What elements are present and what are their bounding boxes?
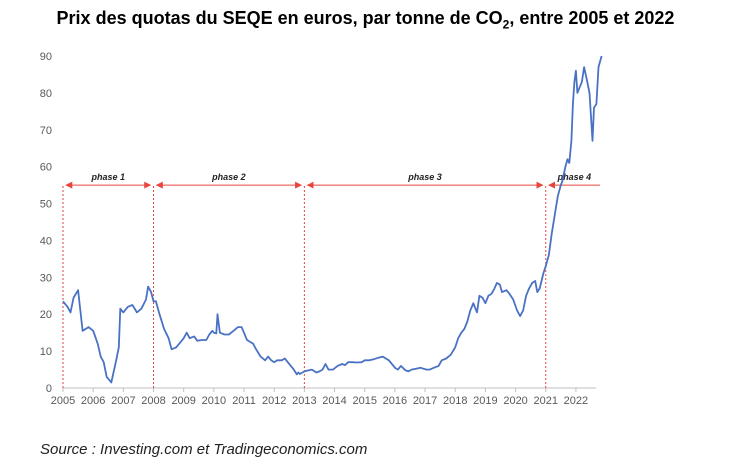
- y-tick-label: 0: [46, 383, 52, 395]
- x-tick-label: 2017: [413, 395, 437, 407]
- x-tick-label: 2018: [443, 395, 467, 407]
- y-tick-label: 10: [40, 346, 52, 358]
- x-tick-label: 2016: [383, 395, 407, 407]
- phase-label: phase 3: [407, 172, 442, 182]
- x-tick-label: 2021: [534, 395, 558, 407]
- y-tick-label: 60: [40, 162, 52, 174]
- x-tick-label: 2012: [262, 395, 286, 407]
- x-tick-label: 2008: [141, 395, 165, 407]
- x-tick-label: 2020: [503, 395, 527, 407]
- x-tick-label: 2010: [202, 395, 226, 407]
- chart-source: Source : Investing.com et Tradingeconomi…: [40, 441, 368, 458]
- x-tick-label: 2005: [51, 395, 75, 407]
- y-tick-label: 70: [40, 125, 52, 137]
- series-line: [62, 55, 603, 384]
- x-tick-label: 2006: [81, 395, 105, 407]
- y-tick-label: 40: [40, 235, 52, 247]
- chart-title: Prix des quotas du SEQE en euros, par to…: [56, 8, 675, 32]
- x-tick-label: 2013: [292, 395, 316, 407]
- y-tick-label: 80: [40, 88, 52, 100]
- phase-label: phase 2: [211, 172, 246, 182]
- y-tick-label: 50: [40, 199, 52, 211]
- x-tick-label: 2014: [322, 395, 346, 407]
- x-tick-label: 2009: [171, 395, 195, 407]
- y-tick-label: 30: [40, 272, 52, 284]
- x-tick-label: 2022: [564, 395, 588, 407]
- x-tick-label: 2019: [473, 395, 497, 407]
- y-tick-label: 20: [40, 309, 52, 321]
- x-tick-label: 2011: [232, 395, 256, 407]
- x-tick-label: 2007: [111, 395, 135, 407]
- y-tick-label: 90: [40, 51, 52, 63]
- x-tick-label: 2015: [352, 395, 376, 407]
- phase-label: phase 4: [557, 172, 592, 182]
- phase-label: phase 1: [90, 172, 125, 182]
